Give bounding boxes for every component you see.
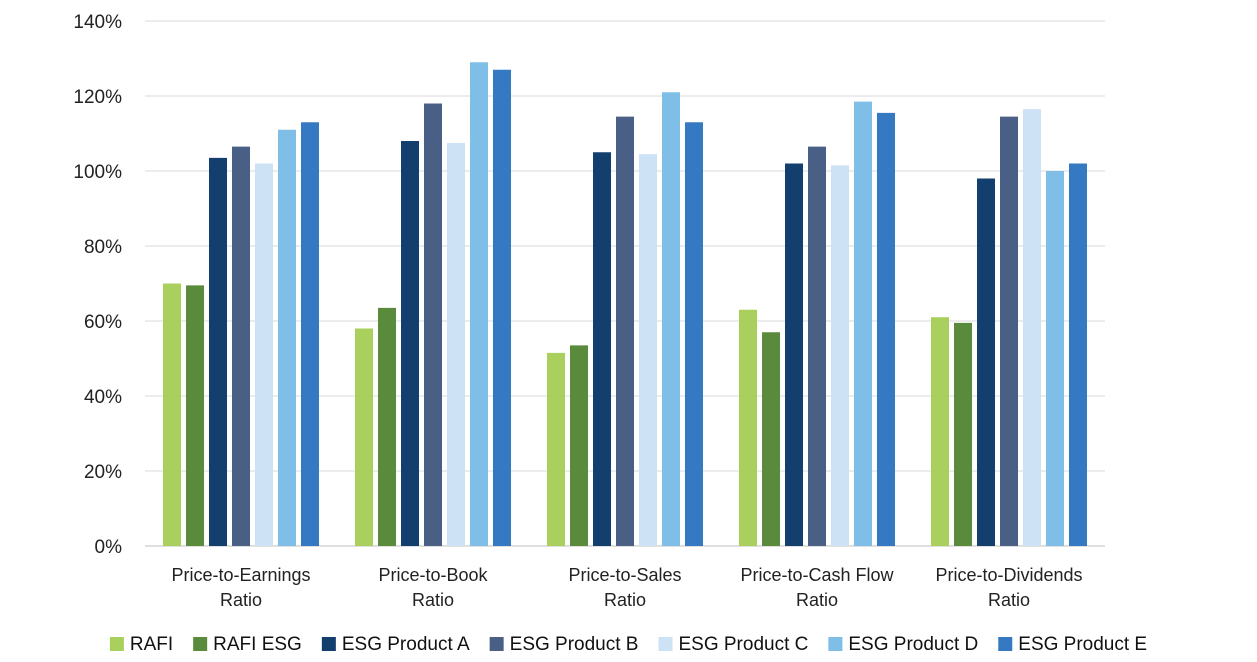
x-tick-label: Ratio	[988, 590, 1030, 610]
legend-label: ESG Product A	[342, 634, 470, 655]
legend-label: ESG Product C	[678, 634, 808, 655]
bar	[831, 165, 849, 546]
x-tick-label: Price-to-Cash Flow	[740, 565, 894, 585]
legend-swatch	[658, 637, 673, 651]
legend-label: RAFI	[130, 634, 173, 655]
bar	[163, 283, 181, 546]
bar	[639, 154, 657, 546]
bar	[1046, 171, 1064, 546]
y-tick-label: 120%	[73, 87, 122, 108]
legend-swatch	[489, 637, 504, 651]
bar	[378, 307, 396, 546]
bar	[470, 62, 488, 546]
bar	[739, 309, 757, 546]
bar	[954, 322, 972, 546]
bar	[232, 146, 250, 546]
bar	[854, 101, 872, 546]
bar	[255, 163, 273, 546]
bar	[785, 163, 803, 546]
bar	[355, 328, 373, 546]
bar	[547, 352, 565, 546]
bar	[570, 345, 588, 546]
x-tick-label: Ratio	[412, 590, 454, 610]
bar	[1069, 163, 1087, 546]
bar	[685, 122, 703, 546]
x-tick-label: Ratio	[796, 590, 838, 610]
bar	[762, 332, 780, 546]
bar	[977, 178, 995, 546]
bar	[301, 122, 319, 546]
y-tick-label: 80%	[84, 237, 122, 258]
bar	[808, 146, 826, 546]
legend-swatch	[193, 637, 208, 651]
x-tick-label: Ratio	[604, 590, 646, 610]
bar	[447, 142, 465, 546]
bar	[662, 92, 680, 546]
x-tick-label: Price-to-Book	[378, 565, 488, 585]
bar	[931, 317, 949, 546]
x-tick-label: Price-to-Earnings	[171, 565, 310, 585]
y-axis: 0% 20% 40% 60% 80% 100% 120% 140%	[73, 12, 122, 558]
legend-label: RAFI ESG	[213, 634, 302, 655]
x-tick-label: Ratio	[220, 590, 262, 610]
legend-label: ESG Product D	[848, 634, 978, 655]
x-tick-label: Price-to-Sales	[568, 565, 681, 585]
legend: RAFI RAFI ESG ESG Product A ESG Product B ES…	[109, 634, 1147, 655]
bar	[1023, 109, 1041, 546]
bar	[1000, 116, 1018, 546]
y-tick-label: 20%	[84, 462, 122, 483]
legend-label: ESG Product B	[510, 634, 639, 655]
bar	[877, 112, 895, 546]
legend-swatch	[109, 637, 124, 651]
y-tick-label: 100%	[73, 162, 122, 183]
bars	[163, 62, 1087, 546]
bar	[186, 285, 204, 546]
bar	[616, 116, 634, 546]
legend-label: ESG Product E	[1018, 634, 1147, 655]
bar	[209, 157, 227, 546]
legend-swatch	[828, 637, 843, 651]
y-tick-label: 40%	[84, 387, 122, 408]
y-tick-label: 60%	[84, 312, 122, 333]
y-tick-label: 140%	[73, 12, 122, 33]
bar	[401, 141, 419, 546]
x-tick-label: Price-to-Dividends	[935, 565, 1082, 585]
x-axis: Price-to-Earnings Ratio Price-to-Book Ratio…	[171, 565, 1082, 610]
legend-swatch	[998, 637, 1013, 651]
legend-swatch	[321, 637, 336, 651]
y-tick-label: 0%	[95, 537, 123, 558]
bar	[593, 152, 611, 546]
bar	[424, 103, 442, 546]
bar	[278, 129, 296, 546]
bar	[493, 69, 511, 546]
